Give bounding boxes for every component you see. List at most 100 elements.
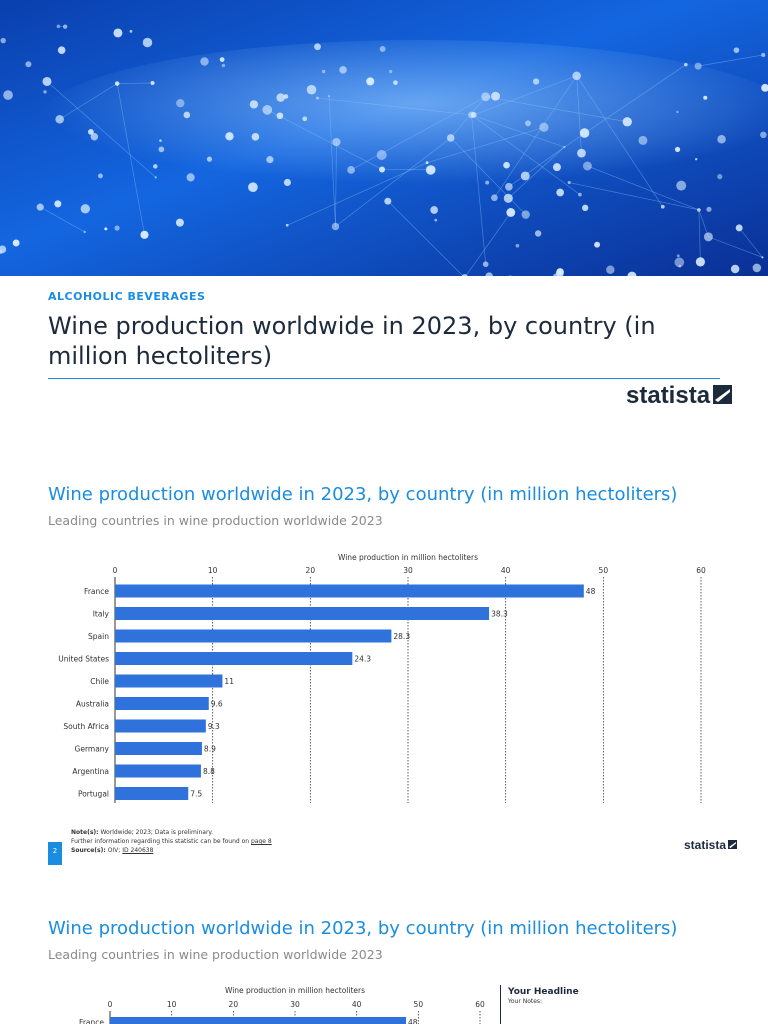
- network-dot: [0, 37, 6, 44]
- network-dot: [508, 275, 513, 276]
- network-dot: [676, 254, 680, 258]
- network-dot: [339, 66, 347, 74]
- network-dot: [627, 271, 637, 276]
- x-tick-label: 0: [108, 1000, 113, 1009]
- x-tick-label: 30: [403, 566, 413, 575]
- y-tick-label: Portugal: [78, 790, 109, 799]
- network-line: [698, 209, 709, 237]
- network-dot: [104, 227, 108, 231]
- network-line: [473, 75, 577, 116]
- link[interactable]: page 8: [251, 838, 272, 845]
- network-dot: [113, 28, 123, 38]
- network-dot: [695, 257, 706, 267]
- network-dot: [347, 166, 355, 174]
- network-line: [485, 96, 628, 123]
- network-dot: [676, 180, 687, 191]
- network-dot: [25, 61, 32, 68]
- network-dot: [393, 80, 398, 85]
- network-dot: [481, 92, 491, 102]
- network-dot: [83, 230, 86, 234]
- network-dot: [129, 29, 133, 33]
- network-dot: [470, 111, 477, 118]
- network-dot: [703, 232, 713, 242]
- bar: [115, 629, 392, 643]
- network-dot: [505, 182, 513, 191]
- network-dot: [276, 93, 285, 102]
- network-line: [328, 96, 336, 227]
- network-dot: [206, 156, 213, 162]
- network-dot: [582, 161, 592, 171]
- data-label: 11: [224, 677, 234, 686]
- network-dot: [328, 95, 331, 98]
- network-dot: [525, 120, 531, 127]
- data-label: 8.9: [204, 745, 216, 754]
- network-dot: [555, 269, 564, 276]
- x-tick-label: 0: [113, 566, 118, 575]
- network-line: [287, 162, 428, 226]
- y-tick-label: Chile: [90, 677, 109, 686]
- x-tick-label: 40: [501, 566, 511, 575]
- network-dot: [62, 24, 68, 29]
- network-dot: [503, 161, 510, 169]
- network-dot: [225, 132, 234, 141]
- network-dot: [221, 63, 226, 68]
- network-dot: [503, 193, 513, 203]
- network-dot: [539, 122, 549, 132]
- y-tick-label: Argentina: [72, 767, 109, 776]
- network-dot: [578, 192, 582, 197]
- network-dot: [186, 173, 195, 182]
- side-headline: Your Headline: [508, 987, 579, 997]
- network-dot: [717, 174, 723, 180]
- network-line: [576, 75, 582, 154]
- network-dot: [446, 134, 455, 142]
- y-tick-label: Germany: [75, 745, 110, 754]
- network-dot: [697, 208, 701, 212]
- network-dot: [153, 164, 158, 169]
- network-dot: [36, 203, 44, 211]
- network-dot: [622, 117, 632, 127]
- divider: [500, 985, 501, 1024]
- logo: statista: [626, 382, 733, 410]
- network-dot: [251, 133, 260, 141]
- network-dot: [42, 76, 52, 86]
- bar: [115, 652, 353, 665]
- network-dot: [379, 166, 386, 173]
- network-line: [508, 146, 565, 188]
- network-dot: [594, 241, 601, 248]
- y-tick-label: Australia: [76, 700, 109, 709]
- network-dot: [332, 137, 341, 147]
- network-line: [569, 182, 699, 211]
- network-dot: [12, 239, 20, 247]
- data-label: 38.3: [491, 610, 508, 619]
- network-dot: [485, 272, 493, 276]
- bar: [115, 607, 490, 620]
- network-dot: [43, 90, 47, 94]
- network-dot: [426, 165, 436, 175]
- network-line: [335, 142, 337, 227]
- network-dot: [314, 43, 321, 51]
- network-dot: [534, 230, 542, 237]
- network-dot: [735, 224, 743, 232]
- network-line: [450, 137, 526, 215]
- y-tick-label: France: [84, 587, 109, 596]
- x-tick-label: 50: [599, 566, 609, 575]
- x-tick-label: 50: [414, 1000, 424, 1009]
- logo-text: statista: [684, 838, 727, 852]
- note-label: Note(s):: [71, 829, 99, 836]
- category: ALCOHOLIC BEVERAGES: [48, 290, 206, 303]
- network-line: [698, 209, 701, 262]
- network-dot: [567, 180, 571, 185]
- logo-icon: [728, 840, 738, 849]
- notes: Note(s): Worldwide; 2023; Data is prelim…: [71, 828, 272, 855]
- side-notes: Your Notes:: [508, 998, 543, 1005]
- network-dot: [306, 84, 317, 95]
- network-dot: [114, 81, 120, 86]
- chart-title: Wine production worldwide in 2023, by co…: [48, 484, 678, 505]
- link[interactable]: ID 240638: [122, 847, 154, 854]
- network-dot: [158, 146, 165, 153]
- network-line: [46, 81, 156, 178]
- network-line: [494, 75, 577, 198]
- network-dot: [183, 111, 191, 119]
